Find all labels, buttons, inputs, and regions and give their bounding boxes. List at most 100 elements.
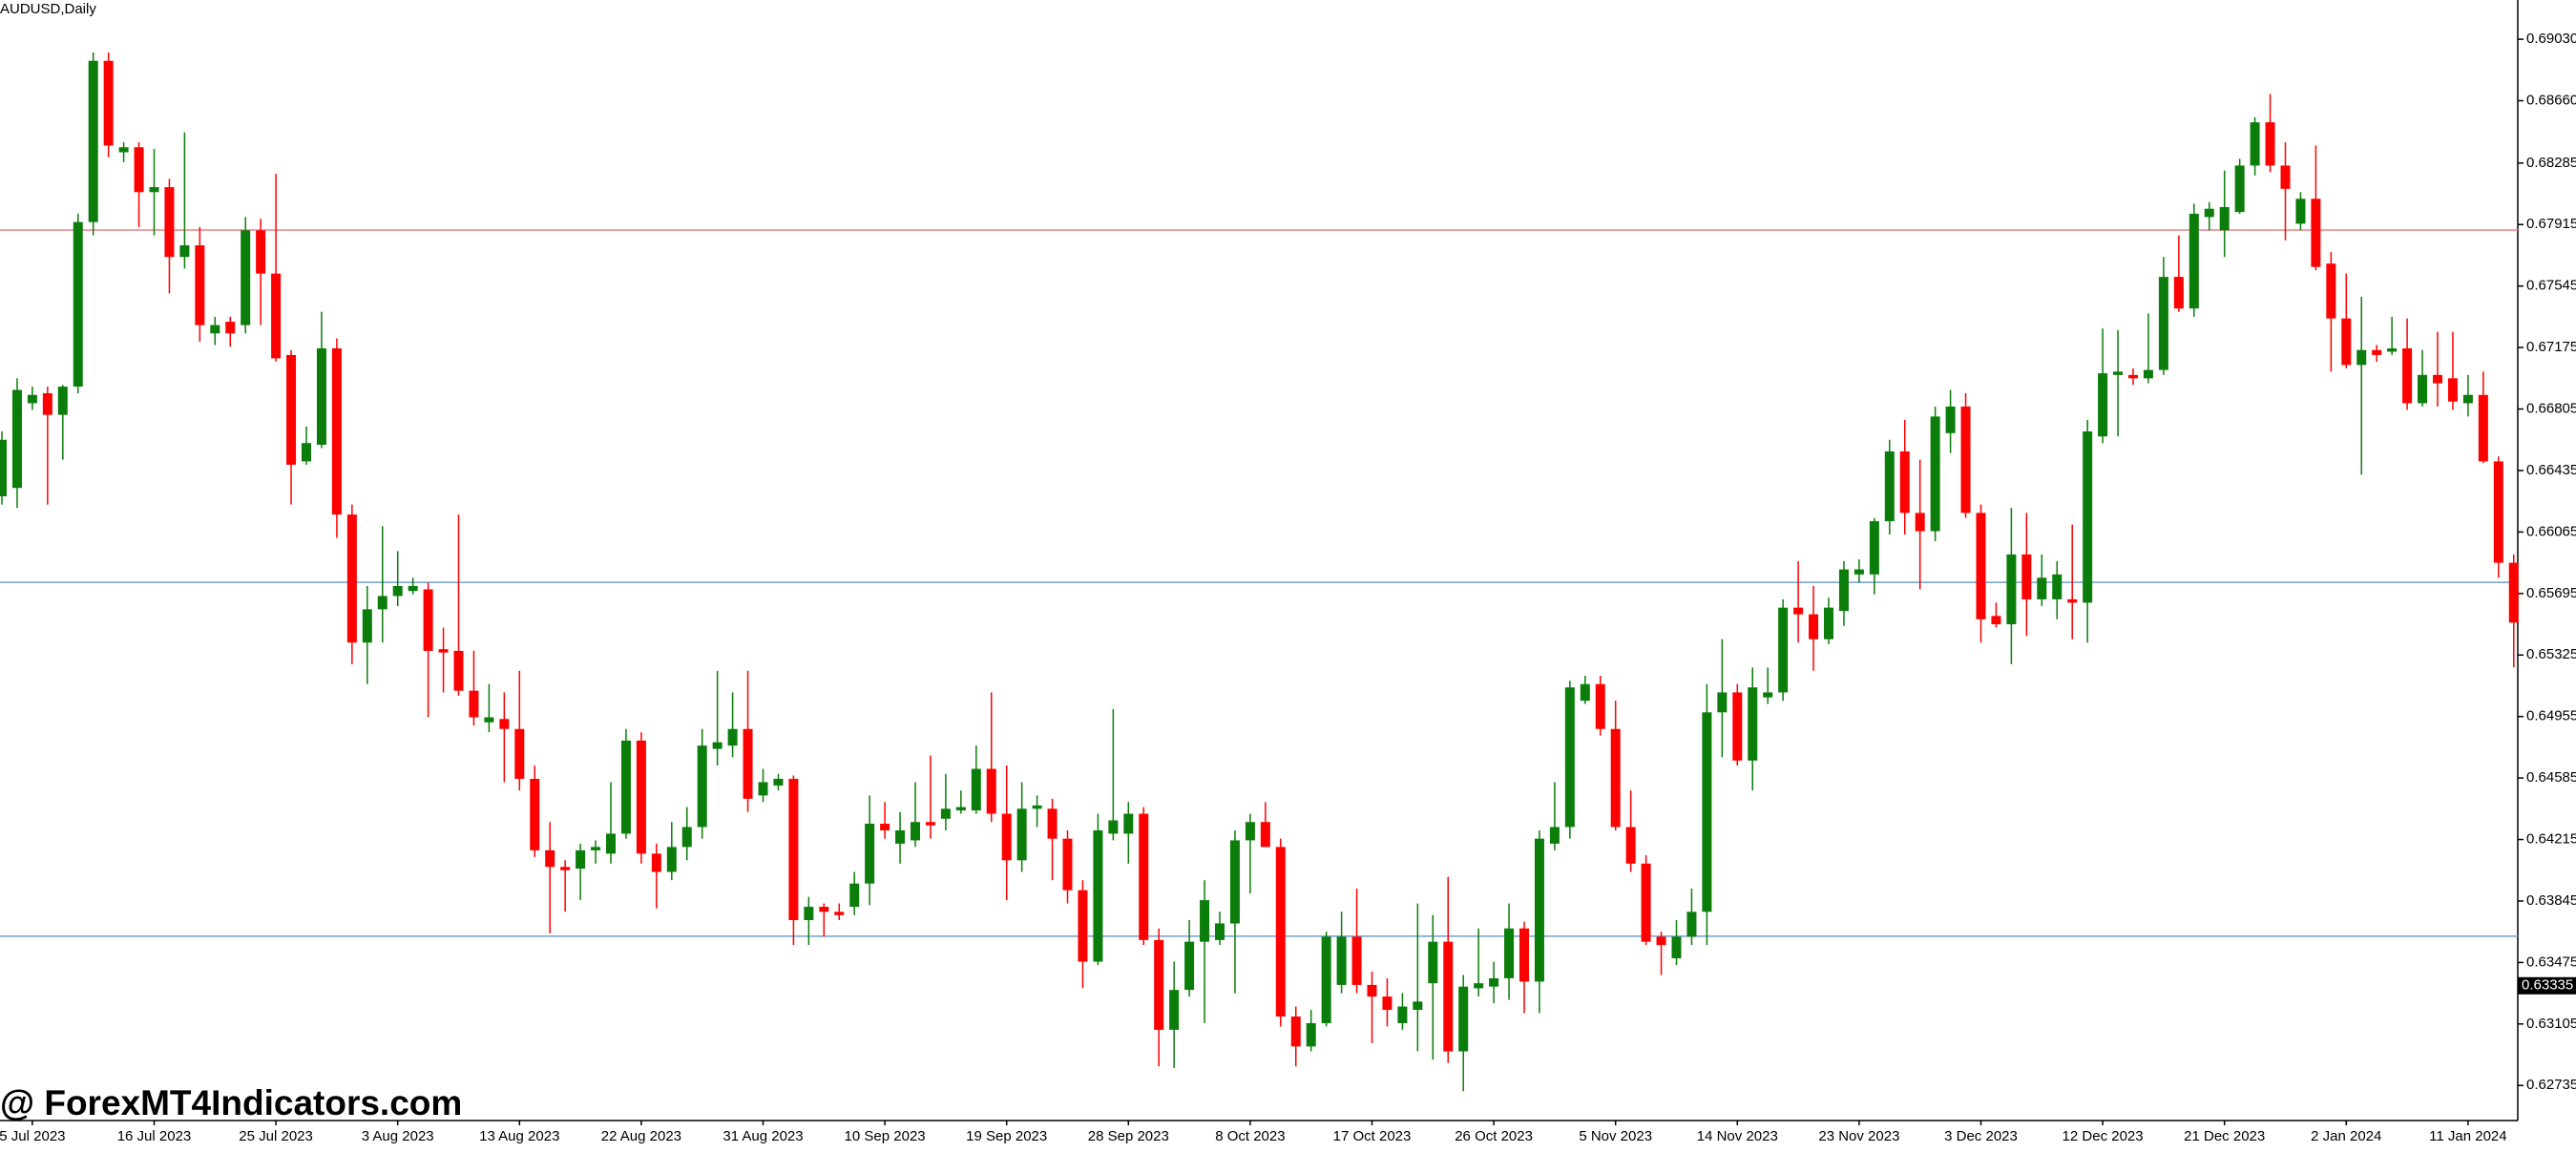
- candle-body: [42, 392, 52, 415]
- candle-body: [1351, 936, 1362, 985]
- candle-body: [2356, 349, 2367, 366]
- candle-body: [73, 221, 83, 388]
- candle-body: [743, 728, 753, 799]
- x-tick-label: 5 Nov 2023: [1579, 1128, 1652, 1144]
- candle-body: [849, 883, 860, 908]
- candle-body: [1336, 936, 1347, 985]
- candle-body: [0, 439, 7, 496]
- candle-body: [1824, 607, 1833, 639]
- x-tick-label: 10 Sep 2023: [845, 1128, 926, 1144]
- candle-body: [1763, 692, 1773, 698]
- candle-body: [256, 230, 266, 274]
- candle-body: [2234, 165, 2245, 213]
- candle-body: [514, 728, 525, 779]
- candle-body: [986, 768, 996, 814]
- candle-body: [758, 782, 768, 796]
- candle-body: [1139, 813, 1149, 940]
- x-tick-label: 11 Jan 2024: [2429, 1128, 2506, 1144]
- candle-body: [1245, 822, 1255, 841]
- x-tick-label: 13 Aug 2023: [479, 1128, 559, 1144]
- candle-body: [302, 443, 311, 462]
- candle-body: [2295, 199, 2306, 224]
- candle-body: [1290, 1016, 1301, 1047]
- candle-body: [2372, 349, 2382, 355]
- candle-body: [804, 907, 814, 920]
- candle-body: [118, 147, 129, 153]
- candle-body: [57, 387, 68, 415]
- candle-body: [1413, 1001, 1423, 1011]
- y-tick-label: 0.65695: [2526, 585, 2576, 601]
- x-tick-label: 25 Jul 2023: [239, 1128, 313, 1144]
- candle-body: [2021, 554, 2032, 599]
- candle-body: [271, 273, 282, 359]
- candle-body: [1154, 939, 1164, 1030]
- candle-body: [697, 745, 707, 828]
- candle-body: [971, 768, 981, 811]
- candle-body: [2433, 374, 2442, 384]
- watermark: @ ForexMT4Indicators.com: [0, 1083, 462, 1122]
- y-tick-label: 0.69030: [2526, 31, 2576, 47]
- x-tick-label: 31 Aug 2023: [723, 1128, 803, 1144]
- candle-body: [636, 740, 646, 854]
- candle-body: [1382, 996, 1393, 1011]
- candle-body: [1945, 406, 1956, 433]
- x-tick-label: 19 Sep 2023: [966, 1128, 1047, 1144]
- candle-body: [2128, 374, 2138, 379]
- candle-body: [712, 742, 723, 749]
- x-tick-label: 5 Jul 2023: [0, 1128, 66, 1144]
- candle-body: [1884, 451, 1895, 522]
- candle-body: [865, 823, 875, 884]
- candle-body: [591, 847, 601, 850]
- candle-body: [1976, 513, 1986, 619]
- candle-body: [1016, 808, 1027, 861]
- candle-body: [11, 389, 22, 489]
- candle-body: [2067, 598, 2078, 603]
- y-tick-label: 0.63105: [2526, 1016, 2576, 1032]
- candle-body: [149, 187, 159, 193]
- candle-body: [1443, 941, 1454, 1052]
- candle-body: [2143, 369, 2153, 379]
- candle-body: [911, 822, 920, 841]
- y-tick-label: 0.62735: [2526, 1077, 2576, 1093]
- candle-body: [1032, 805, 1042, 809]
- x-tick-label: 23 Nov 2023: [1818, 1128, 1899, 1144]
- candle-body: [1200, 900, 1210, 942]
- candle-body: [1047, 808, 1058, 839]
- candle-body: [895, 829, 906, 844]
- candle-body: [1458, 986, 1469, 1052]
- candle-body: [499, 719, 510, 729]
- candle-body: [1229, 840, 1240, 924]
- candle-body: [164, 187, 175, 258]
- x-tick-label: 22 Aug 2023: [601, 1128, 681, 1144]
- candle-body: [362, 609, 372, 643]
- candle-body: [1534, 838, 1544, 982]
- y-tick-label: 0.64215: [2526, 831, 2576, 848]
- candle-body: [346, 514, 357, 643]
- x-tick-label: 8 Oct 2023: [1215, 1128, 1285, 1144]
- candle-body: [651, 853, 661, 872]
- candle-body: [819, 907, 829, 912]
- candle-body: [1184, 941, 1195, 991]
- candle-body: [2158, 277, 2168, 370]
- candle-body: [1093, 829, 1103, 962]
- candle-body: [545, 849, 555, 868]
- y-tick-label: 0.65325: [2526, 646, 2576, 662]
- candle-body: [469, 690, 479, 718]
- candle-body: [2052, 574, 2063, 599]
- y-tick-label: 0.66065: [2526, 523, 2576, 539]
- candle-body: [955, 807, 966, 811]
- candle-body: [1260, 822, 1270, 848]
- candle-body: [1610, 728, 1621, 828]
- candle-body: [834, 912, 845, 915]
- candle-body: [666, 847, 677, 872]
- candle-body: [377, 596, 387, 610]
- candle-body: [179, 245, 190, 258]
- candle-body: [576, 849, 586, 870]
- y-tick-label: 0.67175: [2526, 339, 2576, 355]
- candle-body: [1595, 683, 1605, 729]
- candle-body: [2189, 213, 2199, 309]
- candle-body: [1748, 687, 1758, 761]
- candle-body: [1215, 923, 1225, 940]
- candle-body: [1853, 569, 1864, 575]
